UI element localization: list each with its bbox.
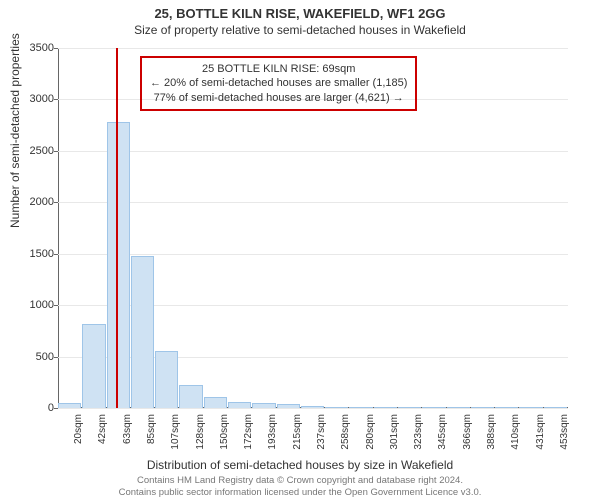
x-tick-label: 128sqm [195,414,206,450]
x-tick-label: 215sqm [292,414,303,450]
grid-line [58,151,568,152]
x-tick-label: 42sqm [97,414,108,444]
y-tick-mark [54,151,58,152]
x-tick-label: 193sqm [267,414,278,450]
x-tick-label: 63sqm [122,414,133,444]
x-tick-label: 107sqm [170,414,181,450]
annotation-line1: 25 BOTTLE KILN RISE: 69sqm [150,62,407,76]
property-marker-line [116,48,118,408]
y-tick-mark [54,357,58,358]
y-tick-mark [54,202,58,203]
annotation-box: 25 BOTTLE KILN RISE: 69sqm← 20% of semi-… [140,56,417,111]
grid-line [58,48,568,49]
histogram-bar [349,407,372,408]
x-tick-label: 301sqm [389,414,400,450]
footer-line2: Contains public sector information licen… [0,487,600,498]
y-tick-label: 2000 [8,196,54,208]
y-tick-mark [54,305,58,306]
x-tick-label: 345sqm [437,414,448,450]
y-tick-label: 0 [8,402,54,414]
chart-title: 25, BOTTLE KILN RISE, WAKEFIELD, WF1 2GG [0,0,600,21]
annotation-line2: ← 20% of semi-detached houses are smalle… [150,76,407,90]
x-tick-label: 388sqm [486,414,497,450]
histogram-bar [277,404,300,408]
histogram-bar [422,407,445,408]
annotation-line3: 77% of semi-detached houses are larger (… [150,91,407,105]
y-tick-label: 1000 [8,299,54,311]
y-tick-label: 3000 [8,93,54,105]
histogram-bar [155,351,178,408]
histogram-bar [204,397,227,408]
histogram-bar [107,122,130,408]
x-tick-label: 280sqm [365,414,376,450]
chart-subtitle: Size of property relative to semi-detach… [0,21,600,37]
x-tick-label: 431sqm [535,414,546,450]
histogram-bar [544,407,567,408]
x-tick-label: 172sqm [243,414,254,450]
plot-area: 25 BOTTLE KILN RISE: 69sqm← 20% of semi-… [58,48,568,408]
x-tick-label: 366sqm [462,414,473,450]
y-tick-label: 3500 [8,42,54,54]
chart-container: 25, BOTTLE KILN RISE, WAKEFIELD, WF1 2GG… [0,0,600,500]
y-tick-label: 1500 [8,248,54,260]
y-tick-label: 500 [8,351,54,363]
y-tick-label: 2500 [8,145,54,157]
histogram-bar [325,407,348,408]
footer-line1: Contains HM Land Registry data © Crown c… [0,475,600,486]
histogram-bar [179,385,202,408]
x-tick-label: 150sqm [219,414,230,450]
histogram-bar [374,407,397,408]
x-axis-label: Distribution of semi-detached houses by … [0,458,600,472]
y-tick-mark [54,254,58,255]
histogram-bar [82,324,105,408]
grid-line [58,408,568,409]
grid-line [58,202,568,203]
x-tick-label: 20sqm [73,414,84,444]
histogram-bar [58,403,81,408]
histogram-bar [252,403,275,408]
y-axis-line [58,48,59,408]
histogram-bar [398,407,421,408]
histogram-bar [447,407,470,408]
histogram-bar [495,407,518,408]
y-tick-mark [54,408,58,409]
histogram-bar [131,256,154,408]
y-tick-mark [54,48,58,49]
histogram-bar [228,402,251,408]
x-tick-label: 258sqm [340,414,351,450]
histogram-bar [471,407,494,408]
x-tick-label: 85sqm [146,414,157,444]
grid-line [58,254,568,255]
x-tick-label: 410sqm [510,414,521,450]
x-tick-label: 237sqm [316,414,327,450]
histogram-bar [301,406,324,408]
x-tick-label: 453sqm [559,414,570,450]
x-tick-label: 323sqm [413,414,424,450]
histogram-bar [519,407,542,408]
footer: Contains HM Land Registry data © Crown c… [0,475,600,498]
y-tick-mark [54,99,58,100]
